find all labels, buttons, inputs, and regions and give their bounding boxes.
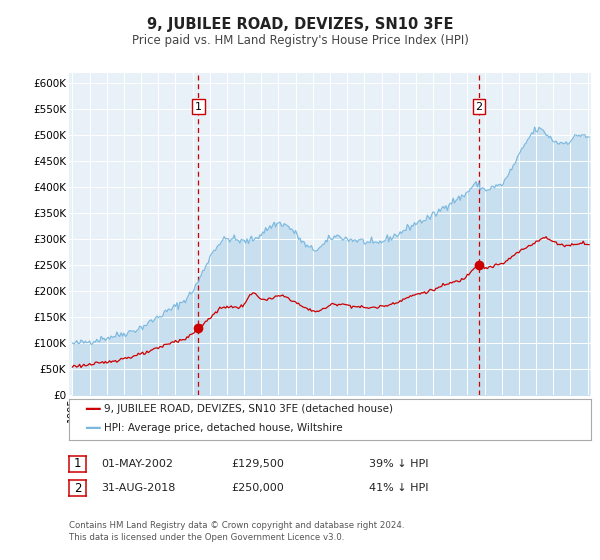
Text: 9, JUBILEE ROAD, DEVIZES, SN10 3FE (detached house): 9, JUBILEE ROAD, DEVIZES, SN10 3FE (deta… xyxy=(104,404,393,414)
Text: £250,000: £250,000 xyxy=(231,483,284,493)
Text: 2: 2 xyxy=(475,101,482,111)
Text: 39% ↓ HPI: 39% ↓ HPI xyxy=(369,459,428,469)
Text: HPI: Average price, detached house, Wiltshire: HPI: Average price, detached house, Wilt… xyxy=(104,423,343,433)
Text: 2: 2 xyxy=(74,482,81,495)
Text: This data is licensed under the Open Government Licence v3.0.: This data is licensed under the Open Gov… xyxy=(69,533,344,542)
Text: —: — xyxy=(84,400,101,418)
Text: 9, JUBILEE ROAD, DEVIZES, SN10 3FE: 9, JUBILEE ROAD, DEVIZES, SN10 3FE xyxy=(147,17,453,31)
Text: 1: 1 xyxy=(195,101,202,111)
Text: 41% ↓ HPI: 41% ↓ HPI xyxy=(369,483,428,493)
Text: £129,500: £129,500 xyxy=(231,459,284,469)
Text: 31-AUG-2018: 31-AUG-2018 xyxy=(101,483,175,493)
Text: —: — xyxy=(84,419,101,437)
Text: Price paid vs. HM Land Registry's House Price Index (HPI): Price paid vs. HM Land Registry's House … xyxy=(131,34,469,47)
Text: 1: 1 xyxy=(74,457,81,470)
Text: Contains HM Land Registry data © Crown copyright and database right 2024.: Contains HM Land Registry data © Crown c… xyxy=(69,521,404,530)
Text: 01-MAY-2002: 01-MAY-2002 xyxy=(101,459,173,469)
